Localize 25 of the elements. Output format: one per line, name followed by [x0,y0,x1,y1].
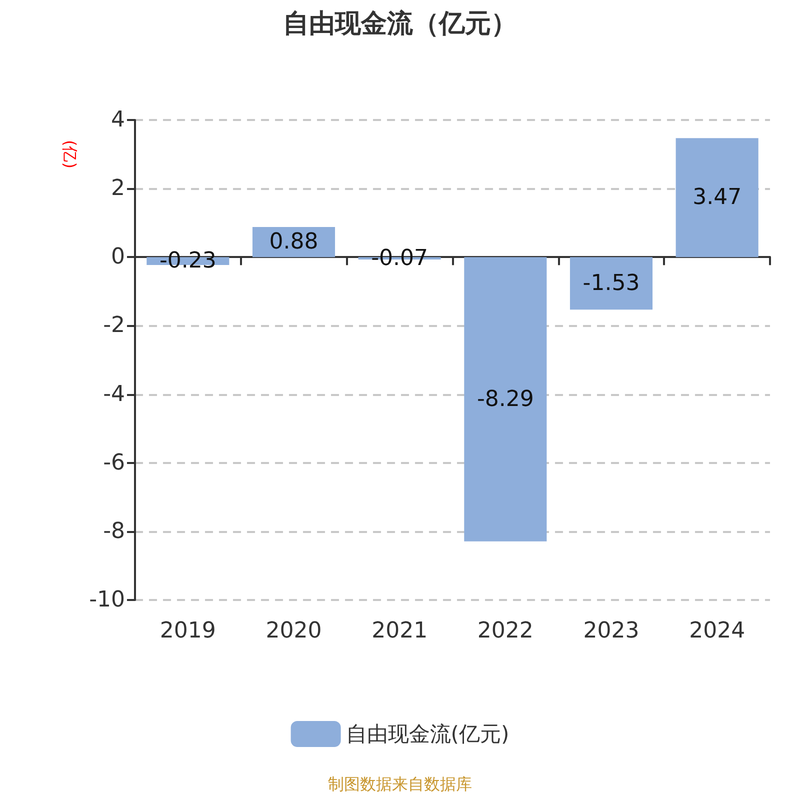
bar [570,257,653,310]
data-label: -1.53 [582,270,640,296]
data-label: 0.88 [269,230,318,255]
y-tick-label: -2 [103,313,125,338]
y-tick-label: -10 [89,588,125,612]
x-tick-label: 2020 [266,618,322,644]
bar [464,257,547,542]
data-label: -8.29 [476,386,534,412]
bar [676,138,758,258]
x-tick-label: 2023 [583,618,640,644]
y-tick-label: -6 [103,450,125,476]
y-axis-title: (亿) [60,140,80,168]
y-tick-label: 2 [111,176,125,202]
legend-label: 自由现金流(亿元) [346,722,510,746]
y-tick-label: 4 [111,108,125,132]
data-label: 3.47 [692,185,742,210]
y-tick-label: -4 [103,382,125,407]
x-tick-label: 2021 [372,618,428,644]
x-tick-label: 2022 [477,618,534,644]
x-tick-label: 2019 [160,618,216,644]
chart-title: 自由现金流（亿元） [283,9,517,39]
y-tick-label: 0 [111,244,125,270]
x-tick-label: 2024 [689,618,746,644]
text: 制图数据来自数据库 [328,774,472,794]
y-tick-label: -8 [103,518,125,544]
